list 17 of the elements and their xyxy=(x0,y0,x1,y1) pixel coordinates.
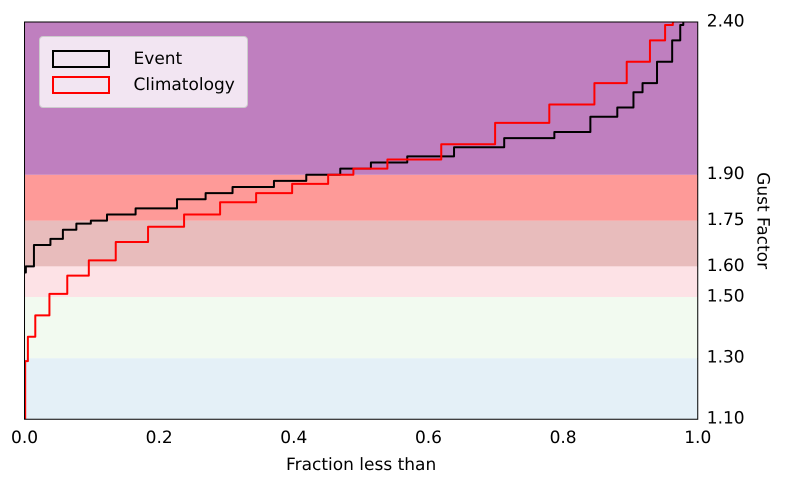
y-tick-label: 1.10 xyxy=(706,408,745,429)
y-tick-label: 1.75 xyxy=(706,210,745,230)
x-tick-label: 0.0 xyxy=(10,428,38,448)
x-tick-label: 1.0 xyxy=(684,428,712,448)
x-tick-label: 0.8 xyxy=(550,428,577,448)
legend-label: Event xyxy=(134,49,182,69)
x-tick-label: 0.4 xyxy=(280,428,308,448)
y-tick-label: 1.60 xyxy=(706,256,745,276)
y-tick-label: 1.90 xyxy=(706,164,745,184)
x-tick-label: 0.2 xyxy=(146,428,173,448)
y-tick-label: 1.30 xyxy=(706,348,745,368)
x-axis-title: Fraction less than xyxy=(286,455,436,476)
y-tick-label: 1.50 xyxy=(706,286,745,306)
y-axis-title: Gust Factor xyxy=(752,172,772,270)
x-tick-label: 0.6 xyxy=(414,428,442,448)
legend-label: Climatology xyxy=(134,75,235,95)
y-tick-label: 2.40 xyxy=(706,11,745,32)
